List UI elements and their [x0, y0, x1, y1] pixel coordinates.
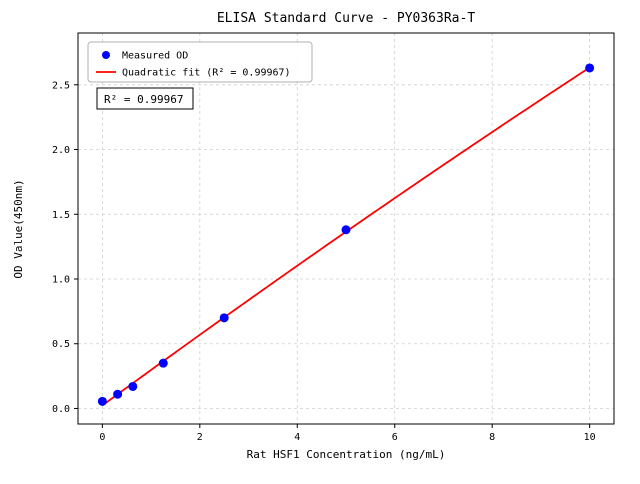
data-point: [585, 63, 595, 73]
data-point: [219, 313, 229, 323]
legend: Measured OD Quadratic fit (R² = 0.99967): [87, 41, 313, 83]
legend-marker-dot: [102, 51, 110, 59]
fit-line: [101, 66, 591, 407]
data-point: [341, 225, 351, 235]
r-squared-annotation: R² = 0.99967: [96, 87, 194, 110]
annotation-box: [96, 87, 194, 110]
y-axis-label: OD Value(450nm): [12, 179, 25, 278]
x-tick-label: 10: [584, 432, 596, 443]
y-tick-label: 0.5: [52, 339, 70, 350]
y-tick-label: 2.5: [52, 80, 70, 91]
y-tick-label: 0.0: [52, 404, 70, 415]
data-point: [128, 381, 138, 391]
legend-label: Measured OD: [122, 51, 188, 62]
x-tick-label: 8: [489, 432, 495, 443]
y-tick-label: 2.0: [52, 145, 70, 156]
data-point: [113, 389, 123, 399]
x-tick-label: 2: [197, 432, 203, 443]
axes-box: [77, 32, 615, 425]
data-point: [158, 358, 168, 368]
annotation-text: R² = 0.99967: [104, 93, 183, 106]
y-tick-label: 1.0: [52, 274, 70, 285]
chart-title: ELISA Standard Curve - PY0363Ra-T: [217, 11, 475, 26]
plot-area: 0 2 4 6 8 10 0.0 0.5 1.0 1.5 2.0 2.5 Measured OD Quad…: [52, 32, 615, 443]
y-tick-label: 1.5: [52, 210, 70, 221]
legend-box: [87, 41, 313, 83]
x-tick-label: 0: [99, 432, 105, 443]
data-point: [97, 396, 107, 406]
x-axis-label: Rat HSF1 Concentration (ng/mL): [247, 448, 446, 461]
x-tick-label: 6: [392, 432, 398, 443]
legend-label: Quadratic fit (R² = 0.99967): [122, 68, 291, 79]
x-tick-label: 4: [294, 432, 300, 443]
